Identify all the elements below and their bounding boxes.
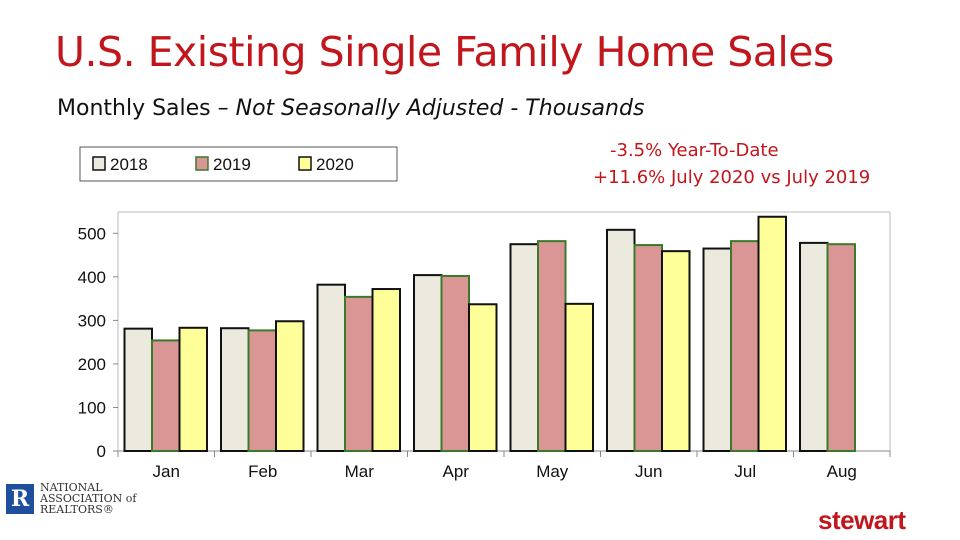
subtitle-italic: Not Seasonally Adjusted - Thousands — [235, 96, 645, 121]
x-tick-label: May — [536, 462, 569, 481]
x-tick-label: Jun — [635, 462, 662, 481]
nar-line: ASSOCIATION of — [40, 492, 137, 505]
y-tick-label: 100 — [78, 398, 106, 417]
y-tick-label: 300 — [78, 311, 106, 330]
y-tick-label: 400 — [78, 268, 106, 287]
y-tick-label: 500 — [78, 224, 106, 243]
legend-swatch-2019 — [195, 156, 209, 171]
bar-2018-Feb — [220, 327, 250, 452]
bar-2019-Mar — [344, 295, 374, 453]
annotation-ytd: -3.5% Year-To-Date — [610, 140, 779, 161]
stewart-logo: stewart — [818, 505, 906, 535]
x-tick-label: Jul — [734, 462, 756, 481]
x-tick-label: Mar — [345, 462, 375, 481]
y-tick-label: 200 — [78, 355, 106, 374]
slide-subtitle: Monthly Sales – Not Seasonally Adjusted … — [57, 96, 644, 121]
bar-2019-Jul — [730, 240, 760, 452]
bar-2018-Jan — [123, 327, 153, 452]
bar-2018-May — [509, 243, 539, 452]
bar-2019-Jan — [151, 339, 181, 452]
bar-2020-Feb — [275, 320, 305, 452]
bar-2020-Jan — [178, 326, 208, 452]
bar-2018-Jul — [702, 247, 732, 452]
slide-title: U.S. Existing Single Family Home Sales — [55, 28, 834, 76]
subtitle-plain: Monthly Sales – — [57, 96, 236, 121]
nar-line: REALTORS® — [40, 503, 114, 516]
x-tick-label: Apr — [443, 462, 470, 481]
bar-2019-Feb — [247, 329, 277, 452]
bar-2020-Jun — [661, 250, 691, 452]
bar-2020-Mar — [371, 288, 401, 452]
bar-2019-May — [537, 240, 567, 452]
bar-2019-Jun — [633, 244, 663, 452]
nar-line: NATIONAL — [40, 481, 103, 494]
x-tick-label: Jan — [153, 462, 180, 481]
bar-2020-Jul — [757, 215, 787, 452]
x-tick-label: Feb — [248, 462, 277, 481]
bar-2018-Aug — [799, 241, 829, 452]
legend-label: 2018 — [110, 155, 148, 174]
bar-2020-Apr — [468, 303, 498, 452]
legend-swatch-2018 — [92, 156, 106, 171]
x-tick-label: Aug — [827, 462, 857, 481]
bar-2019-Apr — [440, 274, 470, 453]
nar-mark: R — [6, 483, 34, 514]
legend — [79, 146, 398, 182]
legend-label: 2020 — [316, 155, 354, 174]
legend-label: 2019 — [213, 155, 251, 174]
bar-2018-Apr — [413, 274, 443, 452]
y-tick-label: 0 — [97, 442, 106, 461]
bar-2020-May — [564, 302, 594, 453]
annotation-july: +11.6% July 2020 vs July 2019 — [593, 167, 871, 188]
nar-logo: R NATIONAL ASSOCIATION of REALTORS® — [6, 482, 136, 515]
bar-2018-Jun — [606, 228, 636, 452]
legend-swatch-2020 — [298, 156, 312, 171]
bar-2019-Aug — [826, 243, 856, 452]
bar-2018-Mar — [316, 283, 346, 452]
